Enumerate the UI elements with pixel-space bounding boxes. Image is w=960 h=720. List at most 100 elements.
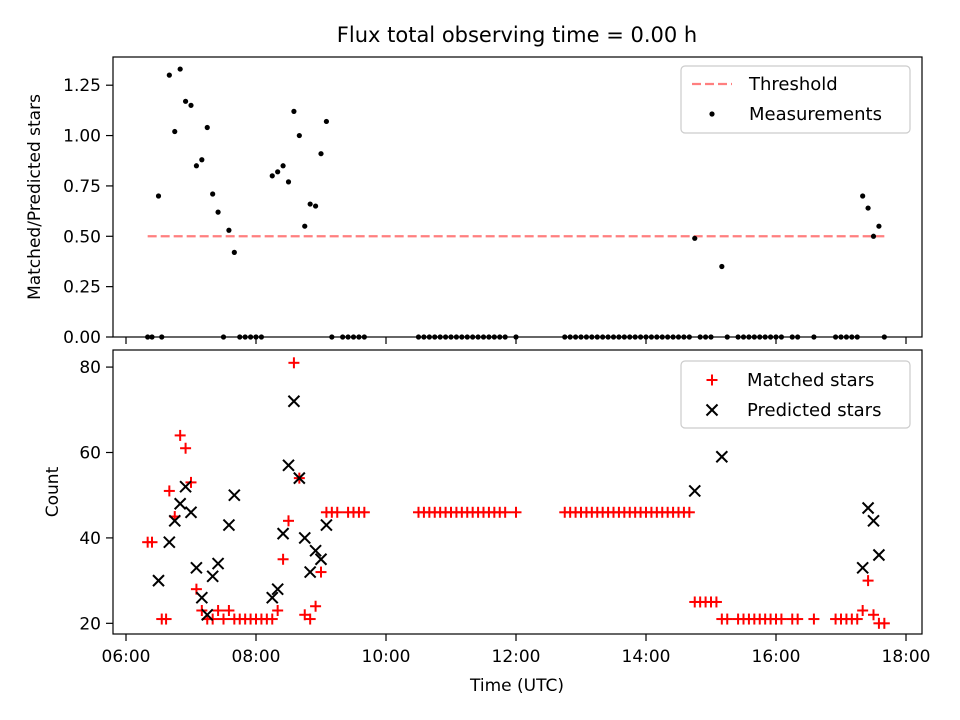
bottom-axes-frame bbox=[112, 349, 923, 635]
legend-measurements-label: Measurements bbox=[749, 104, 882, 125]
top-y-axis-label: Matched/Predicted stars bbox=[25, 94, 45, 300]
measurement-point bbox=[296, 132, 302, 139]
matched-star-point bbox=[163, 485, 175, 497]
bottom-x-tick-label: 16:00 bbox=[752, 647, 801, 667]
legend-predicted-label: Predicted stars bbox=[747, 400, 881, 421]
measurement-point bbox=[323, 118, 330, 125]
predicted-star-point bbox=[320, 518, 333, 532]
matched-star-point bbox=[775, 613, 787, 625]
predicted-star-point bbox=[190, 561, 203, 575]
legend-threshold-label: Threshold bbox=[748, 74, 838, 95]
bottom-plot: 20 40 60 80 06:00 08:00 10:00 12:00 14:00 16:00 18… bbox=[43, 349, 931, 696]
measurement-point bbox=[210, 191, 216, 197]
predicted-star-point bbox=[152, 574, 165, 587]
matched-star-point bbox=[310, 600, 322, 612]
matched-star-point bbox=[160, 613, 172, 625]
matched-star-point bbox=[358, 506, 370, 518]
predicted-star-point bbox=[715, 450, 729, 463]
matched-star-point bbox=[218, 613, 229, 625]
predicted-star-point bbox=[173, 497, 187, 510]
matched-star-point bbox=[223, 605, 235, 617]
measurement-point bbox=[177, 66, 183, 72]
matched-star-point bbox=[304, 613, 316, 625]
matched-star-point bbox=[862, 575, 874, 587]
legend-matched-label: Matched stars bbox=[747, 370, 874, 391]
predicted-star-point bbox=[276, 527, 290, 540]
bottom-x-tick-label: 12:00 bbox=[492, 647, 541, 667]
measurement-point bbox=[285, 179, 292, 185]
predicted-star-point bbox=[856, 561, 869, 575]
matched-star-point bbox=[174, 429, 186, 441]
top-legend: Threshold Measurements bbox=[680, 65, 911, 134]
top-y-tick-label: 1.00 bbox=[63, 127, 101, 147]
top-y-tick-label: 0.50 bbox=[63, 227, 101, 247]
bottom-y-tick-label: 20 bbox=[79, 614, 101, 634]
bottom-x-tick-label: 06:00 bbox=[102, 647, 151, 667]
predicted-star-point bbox=[228, 488, 241, 502]
predicted-star-point bbox=[206, 570, 219, 583]
bottom-x-tick-label: 10:00 bbox=[362, 647, 411, 667]
measurement-point bbox=[291, 108, 297, 114]
matched-star-point bbox=[315, 566, 327, 578]
top-y-tick-label: 1.25 bbox=[63, 76, 101, 96]
predicted-star-point bbox=[867, 514, 880, 528]
measurement-point bbox=[199, 157, 205, 163]
matched-star-point bbox=[212, 605, 224, 617]
matched-star-point bbox=[683, 506, 695, 518]
matched-star-point bbox=[499, 506, 511, 518]
bottom-x-axis-label: Time (UTC) bbox=[469, 676, 564, 696]
predicted-star-point bbox=[314, 553, 328, 566]
top-y-tick-label: 0.75 bbox=[63, 177, 101, 197]
measurement-point bbox=[692, 235, 698, 241]
predicted-star-point bbox=[211, 557, 225, 570]
measurement-point bbox=[870, 233, 877, 239]
legend-matched-swatch bbox=[706, 374, 718, 386]
predicted-star-point bbox=[298, 531, 311, 545]
top-legend-box bbox=[680, 65, 911, 134]
bottom-x-tick-label: 14:00 bbox=[622, 647, 671, 667]
measurement-point bbox=[865, 205, 871, 211]
bottom-y-tick-label: 80 bbox=[79, 358, 101, 378]
bottom-legend-box bbox=[680, 360, 911, 429]
measurement-point bbox=[182, 98, 189, 104]
bottom-y-axis-label: Count bbox=[43, 466, 63, 517]
predicted-star-point bbox=[201, 608, 214, 621]
measurement-point bbox=[302, 223, 308, 229]
predicted-star-point bbox=[309, 544, 322, 557]
matched-star-point bbox=[266, 613, 278, 625]
measurement-point bbox=[166, 72, 172, 78]
predicted-star-point bbox=[168, 514, 181, 528]
matched-star-point bbox=[180, 442, 192, 454]
top-y-tick-label: 0.25 bbox=[63, 278, 101, 298]
measurement-point bbox=[215, 209, 221, 215]
predicted-star-point bbox=[282, 459, 295, 472]
top-axes-frame bbox=[112, 56, 923, 338]
matched-star-point bbox=[288, 357, 300, 369]
predicted-star-point bbox=[179, 480, 192, 493]
matched-star-point bbox=[857, 605, 869, 617]
bottom-x-tick-label: 08:00 bbox=[232, 647, 281, 667]
measurement-point bbox=[280, 163, 286, 169]
measurement-point bbox=[275, 169, 281, 175]
matched-star-point bbox=[277, 553, 289, 565]
measurement-point bbox=[193, 163, 200, 169]
matched-star-point bbox=[721, 613, 733, 625]
measurement-point bbox=[719, 263, 725, 270]
matched-star-point bbox=[851, 613, 863, 625]
bottom-series-group bbox=[142, 357, 890, 629]
predicted-star-point bbox=[287, 395, 301, 408]
predicted-star-point bbox=[184, 506, 198, 519]
measurement-point bbox=[204, 124, 210, 131]
predicted-star-point bbox=[163, 535, 176, 549]
predicted-star-point bbox=[222, 518, 236, 532]
top-plot: 0.00 0.25 0.50 0.75 1.00 1.25 Matched/Predict… bbox=[25, 56, 923, 348]
matched-star-point bbox=[283, 515, 294, 527]
chart-title: Flux total observing time = 0.00 h bbox=[337, 23, 697, 47]
predicted-star-point bbox=[303, 565, 317, 579]
matched-star-point bbox=[146, 536, 158, 548]
matched-star-point bbox=[868, 609, 879, 621]
measurement-point bbox=[318, 151, 324, 157]
predicted-star-point bbox=[872, 548, 886, 562]
predicted-star-point bbox=[293, 471, 306, 485]
